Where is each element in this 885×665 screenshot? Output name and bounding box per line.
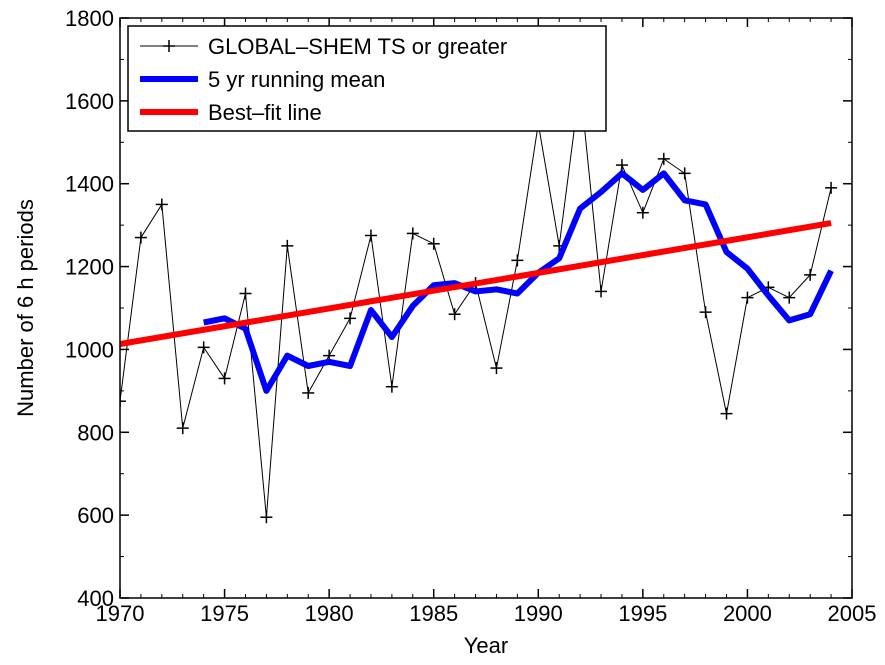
ticks-layer: 1970 1975 1980 1985 1990 1995 2000 2005 400 600 80… [65,6,876,626]
data-point-global-shem [406,227,419,240]
y-tick-label: 1000 [65,337,114,362]
data-point-global-shem [448,308,461,321]
y-tick-label: 1200 [65,255,114,280]
y-tick-label: 800 [77,420,114,445]
x-tick-label: 2005 [828,601,877,626]
x-tick-label: 1975 [200,601,249,626]
plot-area [120,78,838,524]
series-line-global-shem [120,83,832,518]
data-point-global-shem [120,395,126,408]
data-point-global-shem [427,237,440,250]
data-point-global-shem [511,254,524,267]
data-point-global-shem [699,306,712,319]
y-tick-label: 600 [77,503,114,528]
data-point-global-shem [344,312,357,325]
data-point-global-shem [636,206,649,219]
x-tick-label: 1980 [305,601,354,626]
data-point-global-shem [595,285,608,298]
data-point-global-shem [302,386,315,399]
data-point-global-shem [720,407,733,420]
series-line-running-mean [203,170,834,394]
series-line-best-fit [120,220,832,348]
data-point-global-shem [155,198,168,211]
legend-label-best-fit: Best–fit line [208,100,322,125]
data-point-global-shem [825,181,838,194]
data-point-global-shem [218,372,231,385]
data-point-global-shem [678,167,691,180]
data-point-global-shem [260,511,273,524]
data-point-global-shem [741,291,754,304]
legend-plus-marker [163,40,175,52]
y-axis-title: Number of 6 h periods [13,199,38,417]
x-tick-label: 1985 [409,601,458,626]
data-point-global-shem [804,268,817,281]
data-point-global-shem [657,152,670,165]
x-axis-title: Year [464,633,508,658]
x-tick-label: 1995 [618,601,667,626]
legend-label-global-shem: GLOBAL–SHEM TS or greater [208,34,507,59]
data-point-global-shem [783,291,796,304]
data-point-global-shem [281,239,294,252]
y-tick-label: 400 [77,586,114,611]
legend: GLOBAL–SHEM TS or greater 5 yr running m… [127,25,607,132]
data-point-global-shem [239,287,252,300]
series-layer [120,78,838,524]
data-point-global-shem [134,231,147,244]
data-point-global-shem [197,341,210,354]
data-point-global-shem [615,159,628,172]
legend-box [127,25,607,132]
data-point-global-shem [176,422,189,435]
y-tick-label: 1600 [65,89,114,114]
x-tick-label: 1970 [96,601,145,626]
data-point-global-shem [364,229,377,242]
data-point-global-shem [490,362,503,375]
legend-label-running-mean: 5 yr running mean [208,67,385,92]
x-tick-label: 1990 [514,601,563,626]
y-tick-label: 1800 [65,6,114,31]
data-point-global-shem [385,380,398,393]
x-tick-label: 2000 [723,601,772,626]
y-tick-label: 1400 [65,172,114,197]
legend-plus-glyph [163,40,175,52]
